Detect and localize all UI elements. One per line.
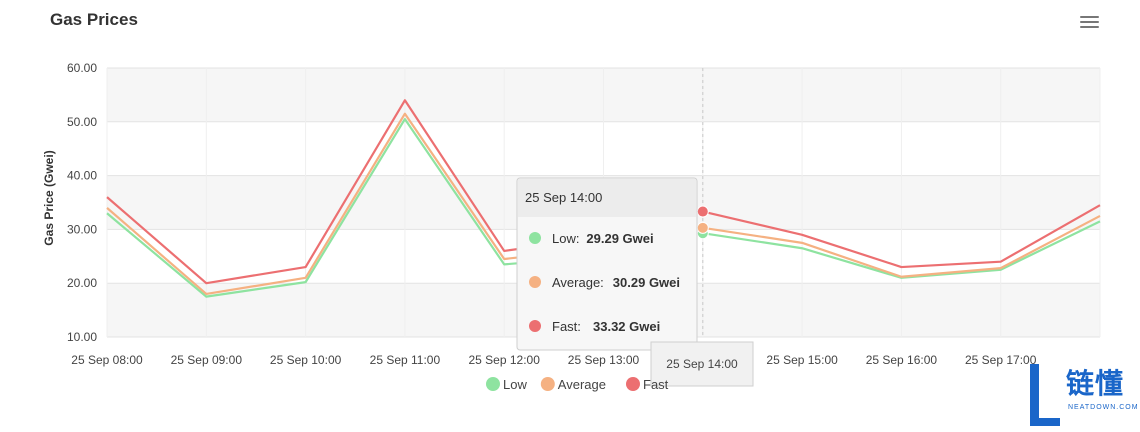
x-tooltip-box [650, 341, 754, 387]
neatdown-logo: 链懂 NEATDOWN.COM [1024, 362, 1139, 430]
x-tick-label: 25 Sep 11:00 [370, 353, 441, 367]
tooltip: 25 Sep 14:00 Low: 29.29 Gwei Average: 30.29… [516, 177, 698, 351]
y-tick-label: 60.00 [67, 61, 97, 75]
tooltip-label: Fast: [552, 319, 581, 334]
tooltip-dot-average [529, 276, 541, 288]
tooltip-value: 33.32 Gwei [593, 319, 660, 334]
legend-marker-low [486, 377, 500, 391]
legend-item-fast[interactable]: Fast [626, 377, 669, 392]
y-tick-label: 20.00 [67, 276, 97, 290]
y-tick-label: 10.00 [67, 330, 97, 344]
y-tick-label: 30.00 [67, 222, 97, 236]
x-tooltip-label: 25 Sep 14:00 [666, 357, 738, 371]
tooltip-dot-fast [529, 320, 541, 332]
x-tick-label: 25 Sep 09:00 [171, 353, 243, 367]
hover-marker-fast [696, 205, 709, 218]
tooltip-box [516, 177, 698, 351]
legend-label: Low [503, 377, 527, 392]
tooltip-header: 25 Sep 14:00 [525, 190, 602, 205]
logo-text-cn: 链懂 [1066, 367, 1125, 400]
legend-marker-fast [626, 377, 640, 391]
y-axis-title: Gas Price (Gwei) [42, 150, 56, 245]
legend-item-average[interactable]: Average [540, 377, 606, 392]
x-axis-tooltip: 25 Sep 14:00 [650, 341, 754, 387]
hamburger-menu-icon[interactable] [1080, 14, 1100, 30]
legend-label: Fast [643, 377, 669, 392]
legend-marker-average [540, 377, 555, 391]
tooltip-label: Average: [552, 275, 604, 290]
tooltip-header-bg [518, 179, 696, 217]
x-tick-label: 25 Sep 17:00 [965, 353, 1037, 367]
tooltip-value: 30.29 Gwei [613, 275, 680, 290]
y-tick-label: 40.00 [67, 169, 97, 183]
x-tick-label: 25 Sep 10:00 [270, 353, 342, 367]
logo-text-en: NEATDOWN.COM [1068, 404, 1139, 411]
tooltip-value: 29.29 Gwei [586, 231, 653, 246]
x-tick-label: 25 Sep 15:00 [766, 353, 838, 367]
tooltip-dot-low [529, 232, 541, 244]
x-tick-label: 25 Sep 16:00 [866, 353, 938, 367]
x-tick-label: 25 Sep 08:00 [71, 353, 143, 367]
tooltip-label: Low: [552, 231, 579, 246]
x-tick-label: 25 Sep 12:00 [468, 353, 540, 367]
legend-label: Average [558, 377, 606, 392]
hover-marker-average [696, 221, 709, 234]
x-tick-label: 25 Sep 13:00 [568, 353, 640, 367]
chart-title: Gas Prices [50, 10, 138, 29]
y-tick-label: 50.00 [67, 115, 97, 129]
legend-item-low[interactable]: Low [486, 377, 527, 392]
